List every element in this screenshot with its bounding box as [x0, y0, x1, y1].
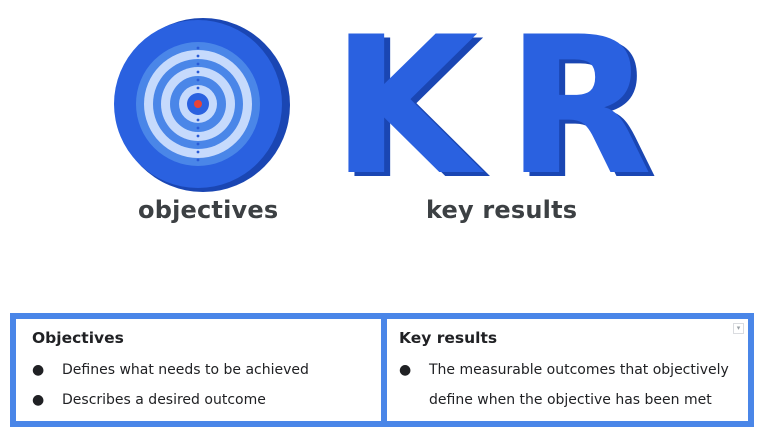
bullet-icon: ● [32, 362, 45, 378]
letter-r-shadow: R [512, 0, 658, 221]
letter-k: K [331, 0, 484, 217]
objectives-cell[interactable]: Objectives ● Defines what needs to be ac… [16, 319, 381, 421]
list-item-text: define when the objective has been met [429, 392, 712, 408]
list-item: ● Defines what needs to be achieved [32, 355, 369, 385]
letter-k-shadow: K [337, 0, 490, 221]
letter-k-graphic: K K [331, 0, 490, 221]
objectives-caption: objectives [138, 196, 279, 224]
letter-r: R [506, 0, 652, 217]
list-item: ● The measurable outcomes that objective… [399, 355, 736, 385]
key-results-cell[interactable]: ▾ Key results ● The measurable outcomes … [387, 319, 748, 421]
bullet-icon: ● [399, 362, 412, 378]
key-results-list: ● The measurable outcomes that objective… [399, 355, 736, 415]
target-icon [114, 18, 290, 192]
chevron-down-icon[interactable]: ▾ [733, 323, 744, 334]
objectives-title: Objectives [32, 329, 124, 347]
objectives-list: ● Defines what needs to be achieved ● De… [32, 355, 369, 415]
target-center-dot [194, 100, 202, 108]
key-results-caption: key results [426, 196, 578, 224]
list-item-continuation: define when the objective has been met [399, 385, 736, 415]
okr-hero-graphic: K K R R [114, 0, 658, 221]
list-item-text: Defines what needs to be achieved [62, 362, 309, 378]
key-results-title: Key results [399, 329, 498, 347]
okr-hero: K K R R objectives key results [114, 0, 658, 224]
okr-definition-table: Objectives ● Defines what needs to be ac… [10, 313, 754, 427]
letter-r-graphic: R R [506, 0, 658, 221]
list-item-text: Describes a desired outcome [62, 392, 266, 408]
list-item-text: The measurable outcomes that objectively [429, 362, 729, 378]
list-item: ● Describes a desired outcome [32, 385, 369, 415]
bullet-icon: ● [32, 392, 45, 408]
